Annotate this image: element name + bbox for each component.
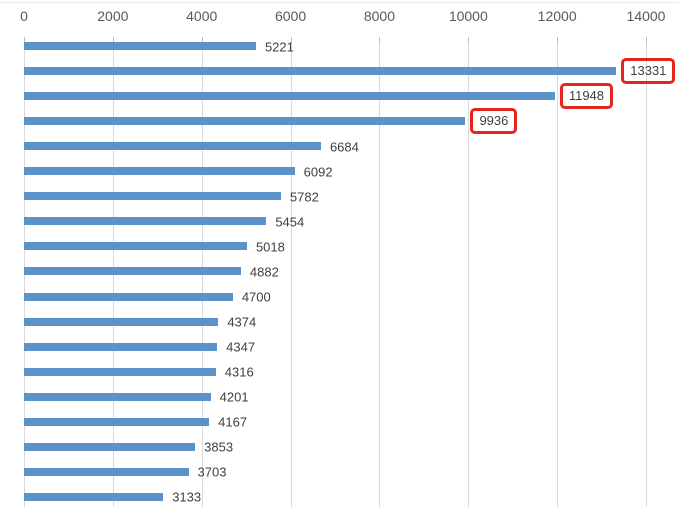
bar-value-label: 3133 — [172, 489, 202, 505]
highlight-box: 13331 — [621, 58, 676, 85]
bar — [24, 192, 281, 201]
bar — [24, 317, 219, 326]
bar-value-label: 4347 — [226, 339, 256, 355]
bar — [24, 392, 211, 401]
bar-value-label: 4700 — [241, 289, 271, 305]
bar — [24, 242, 247, 251]
bar — [24, 92, 555, 101]
bar — [24, 117, 466, 126]
x-axis-tick-mark — [557, 37, 559, 44]
bar-value-label: 4316 — [224, 364, 254, 380]
bar — [24, 217, 267, 226]
gridline — [379, 37, 381, 507]
bar — [24, 142, 321, 151]
x-axis-tick-label: 10000 — [448, 8, 488, 24]
bar — [24, 442, 196, 451]
gridline — [557, 37, 559, 507]
bar-value-label: 11948 — [568, 88, 605, 104]
x-axis-tick-label: 14000 — [626, 8, 666, 24]
x-axis-tick-mark — [290, 37, 292, 44]
x-axis-tick-mark — [112, 37, 114, 44]
bar-value-label: 5221 — [264, 39, 294, 54]
bar — [24, 492, 164, 501]
bar-value-label: 5018 — [255, 239, 285, 255]
bar — [24, 467, 189, 476]
bar-value-label: 3853 — [204, 439, 234, 455]
bar-value-label: 13331 — [630, 63, 667, 79]
bar-value-label: 6092 — [303, 164, 333, 180]
x-axis-tick-label: 4000 — [186, 8, 218, 24]
bar — [24, 417, 210, 426]
gridline — [290, 37, 292, 507]
x-axis-tick-mark — [379, 37, 381, 44]
bar-value-label: 4882 — [249, 264, 279, 280]
bar — [24, 367, 216, 376]
x-axis-tick-label: 8000 — [363, 8, 395, 24]
bar-value-label: 5454 — [275, 214, 305, 230]
bar — [24, 67, 617, 76]
bar — [24, 42, 256, 50]
highlight-box: 11948 — [559, 83, 614, 110]
x-axis-tick-mark — [646, 37, 647, 44]
gridline — [468, 37, 470, 507]
x-axis-tick-label: 0 — [20, 8, 28, 24]
highlight-box: 9936 — [470, 108, 518, 135]
chart-top-border — [0, 2, 679, 3]
x-axis-tick-mark — [201, 37, 203, 44]
bar — [24, 167, 295, 176]
gridline — [646, 37, 647, 507]
bar-value-label: 3703 — [197, 464, 227, 480]
x-axis-tick-mark — [24, 37, 25, 44]
bar-value-label: 9936 — [479, 113, 509, 129]
x-axis-tick-mark — [468, 37, 470, 44]
bar-value-label: 6684 — [329, 139, 359, 155]
x-axis-tick-label: 2000 — [97, 8, 129, 24]
bar — [24, 292, 233, 301]
bar-value-label: 5782 — [289, 189, 319, 205]
x-axis-tick-label: 12000 — [537, 8, 577, 24]
bar-value-label: 4167 — [218, 414, 248, 430]
bar — [24, 342, 218, 351]
bar — [24, 267, 241, 276]
x-axis-tick-label: 6000 — [274, 8, 307, 24]
bar-value-label: 4374 — [227, 314, 257, 330]
bar-value-label: 4201 — [219, 389, 249, 405]
